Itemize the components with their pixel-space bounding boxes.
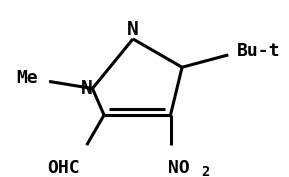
- Text: NO: NO: [168, 159, 189, 177]
- Text: 2: 2: [201, 165, 209, 177]
- Text: N: N: [81, 79, 92, 98]
- Text: OHC: OHC: [47, 159, 80, 177]
- Text: Bu-t: Bu-t: [237, 42, 281, 60]
- Text: Me: Me: [16, 69, 38, 87]
- Text: N: N: [127, 20, 139, 39]
